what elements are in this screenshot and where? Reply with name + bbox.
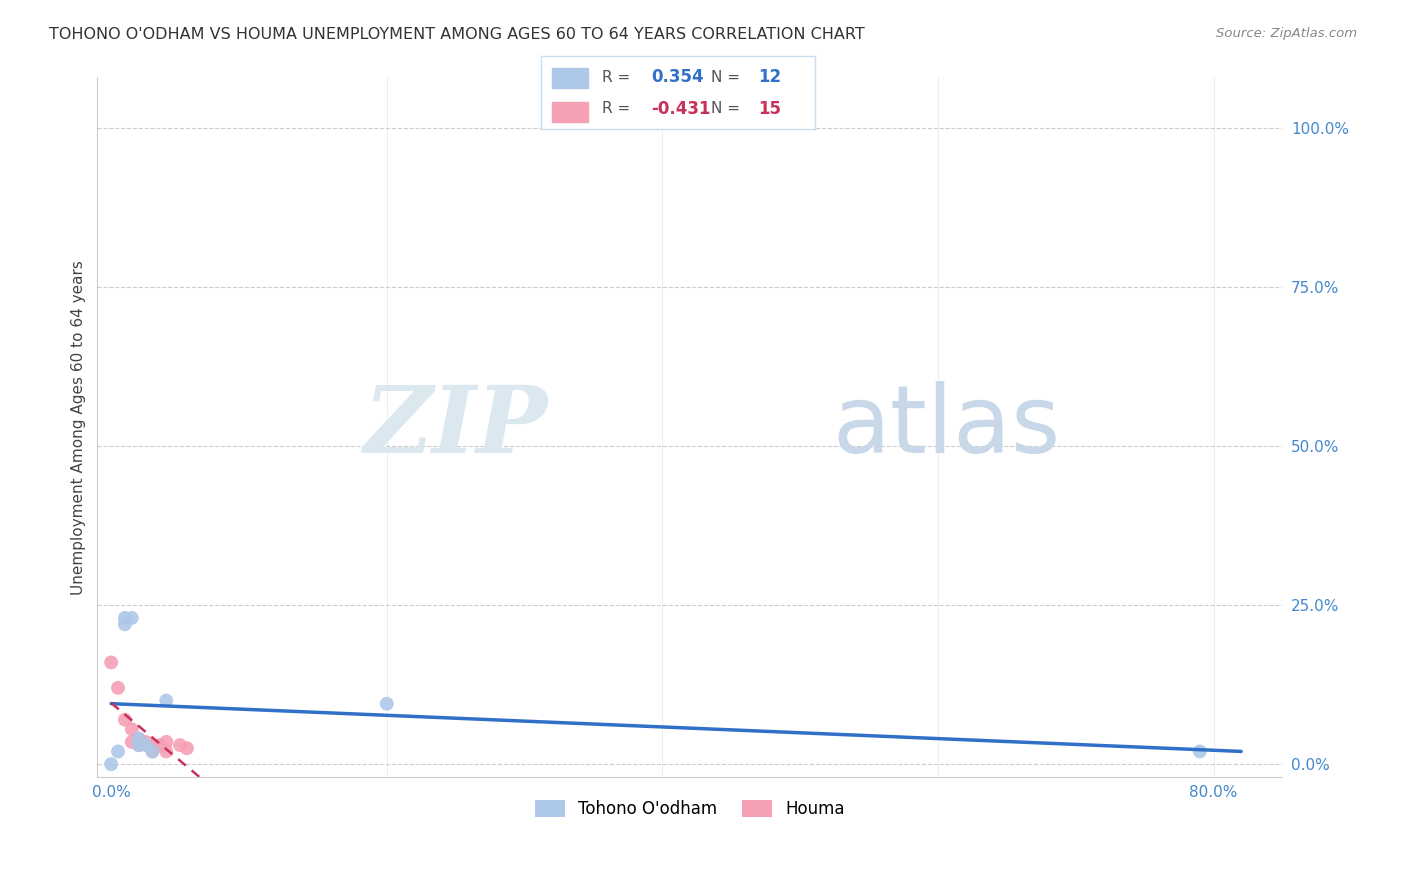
Point: [107, 681, 129, 695]
Text: N =: N =: [711, 70, 745, 85]
Point: [121, 735, 143, 749]
Point: [141, 738, 163, 752]
Point: [128, 738, 150, 752]
Text: R =: R =: [602, 102, 634, 116]
Point: [121, 722, 143, 736]
Point: [1188, 744, 1211, 758]
Point: [107, 744, 129, 758]
Text: -0.431: -0.431: [651, 100, 710, 118]
Point: [155, 735, 177, 749]
Point: [128, 731, 150, 746]
Text: R =: R =: [602, 70, 634, 85]
Point: [155, 693, 177, 707]
Text: atlas: atlas: [832, 381, 1060, 473]
Point: [135, 735, 157, 749]
Y-axis label: Unemployment Among Ages 60 to 64 years: Unemployment Among Ages 60 to 64 years: [72, 260, 86, 595]
Text: Source: ZipAtlas.com: Source: ZipAtlas.com: [1216, 27, 1357, 40]
Point: [100, 757, 122, 772]
Point: [114, 713, 136, 727]
Point: [128, 731, 150, 746]
Point: [141, 744, 163, 758]
Text: 12: 12: [758, 69, 780, 87]
Legend: Tohono O'odham, Houma: Tohono O'odham, Houma: [529, 793, 852, 824]
Text: 0.354: 0.354: [651, 69, 703, 87]
Point: [176, 741, 198, 756]
Text: TOHONO O'ODHAM VS HOUMA UNEMPLOYMENT AMONG AGES 60 TO 64 YEARS CORRELATION CHART: TOHONO O'ODHAM VS HOUMA UNEMPLOYMENT AMO…: [49, 27, 865, 42]
Text: 15: 15: [758, 100, 780, 118]
Point: [155, 744, 177, 758]
Point: [148, 738, 170, 752]
Point: [114, 611, 136, 625]
Point: [128, 738, 150, 752]
Point: [375, 697, 398, 711]
Point: [135, 738, 157, 752]
Text: ZIP: ZIP: [364, 382, 548, 472]
Bar: [553, 102, 588, 122]
Text: N =: N =: [711, 102, 745, 116]
Point: [141, 744, 163, 758]
Point: [114, 617, 136, 632]
Point: [121, 611, 143, 625]
Point: [169, 738, 191, 752]
Bar: [553, 68, 588, 88]
Point: [100, 656, 122, 670]
